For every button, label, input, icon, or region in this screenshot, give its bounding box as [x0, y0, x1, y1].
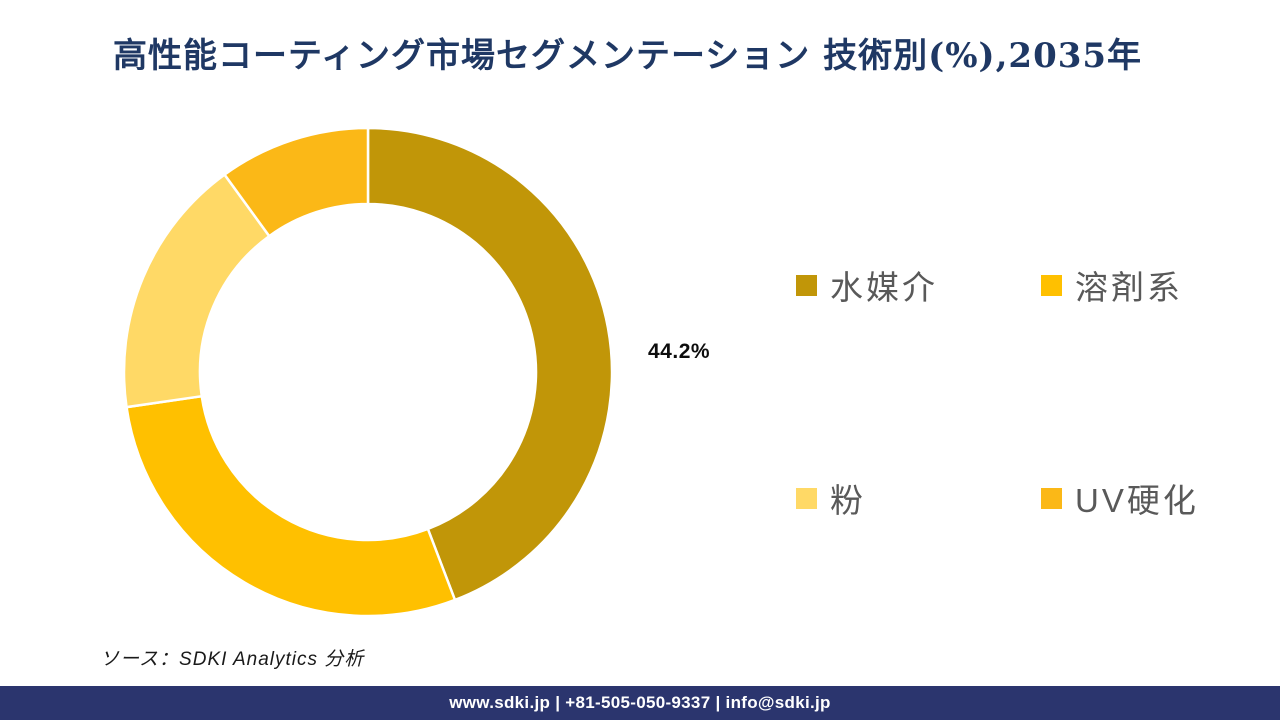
- donut-segment-4: [222, 126, 370, 238]
- legend-swatch-powder: [796, 487, 817, 509]
- donut-segment-1: [366, 126, 614, 602]
- donut-segment-3: [122, 172, 271, 409]
- legend-swatch-uv-cured: [1041, 487, 1062, 509]
- donut-chart: [122, 126, 614, 618]
- legend-item-water-based: 水媒介: [796, 265, 938, 306]
- donut-segment-2: [125, 394, 457, 618]
- legend-item-uv-cured: UV硬化: [1041, 478, 1199, 519]
- footer-bar: www.sdki.jp | +81-505-050-9337 | info@sd…: [0, 686, 1280, 720]
- segment-value-label: 44.2%: [648, 340, 711, 363]
- legend-item-solvent-based: 溶剤系: [1041, 265, 1183, 306]
- legend-label-powder: 粉: [830, 482, 866, 519]
- legend-swatch-water-based: [796, 274, 817, 296]
- legend-label-uv-cured: UV硬化: [1075, 482, 1199, 519]
- legend-label-water-based: 水媒介: [830, 269, 938, 306]
- legend-swatch-solvent-based: [1041, 274, 1062, 296]
- footer-contact-text: www.sdki.jp | +81-505-050-9337 | info@sd…: [449, 693, 831, 712]
- legend-label-solvent-based: 溶剤系: [1075, 269, 1183, 306]
- source-note: ソース：SDKI Analytics 分析: [100, 649, 365, 670]
- chart-title: 高性能コーティング市場セグメンテーション 技術別(%),2035年: [113, 36, 1143, 76]
- legend-item-powder: 粉: [796, 478, 866, 519]
